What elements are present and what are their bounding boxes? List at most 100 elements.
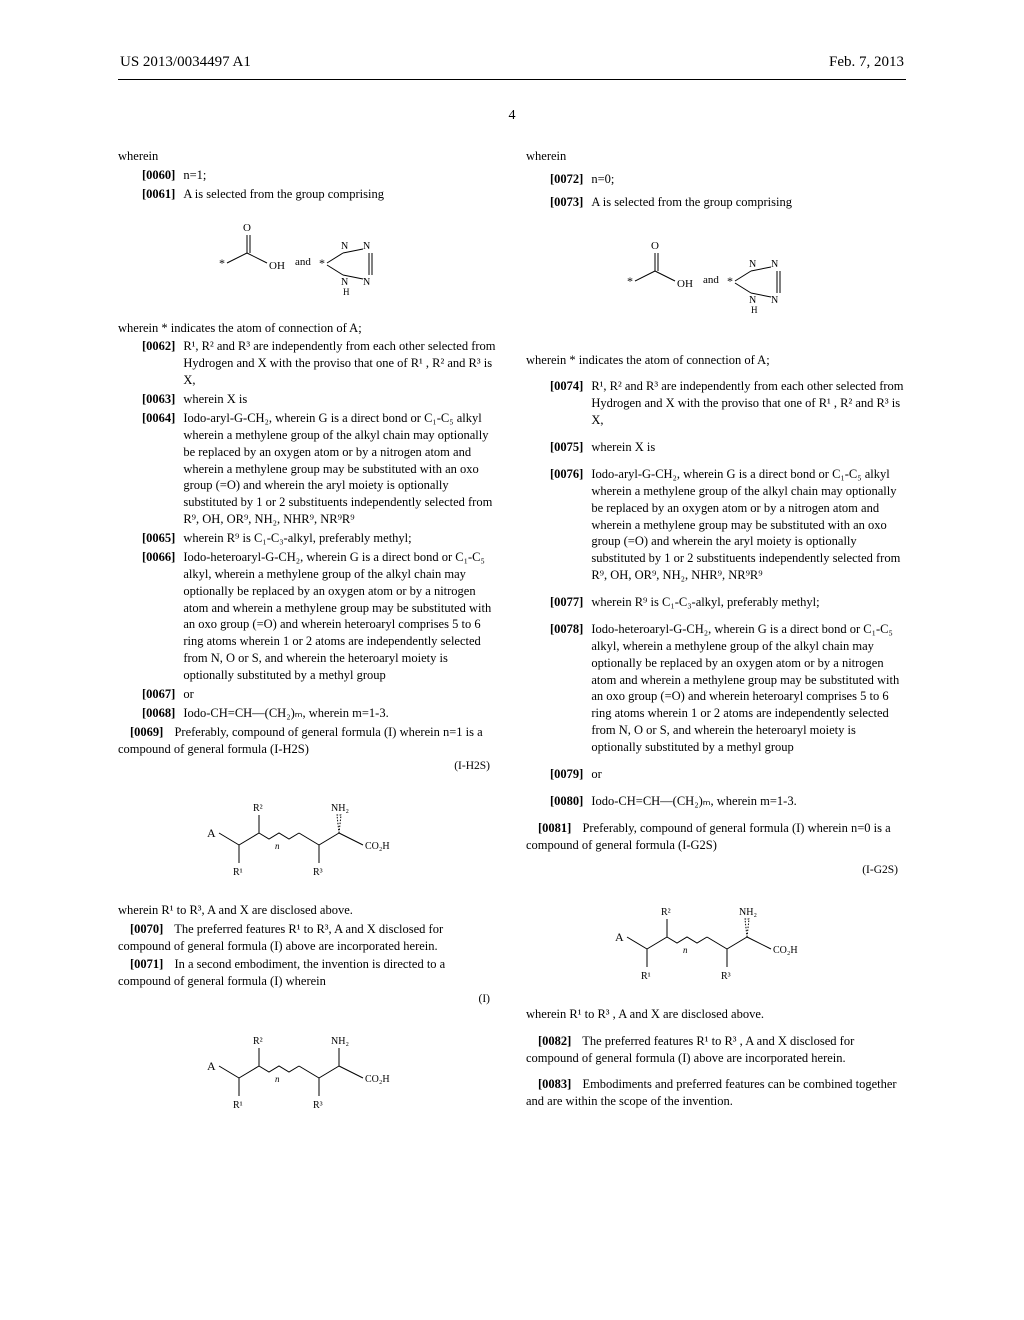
svg-text:R²: R²: [253, 1036, 263, 1047]
para-number: [0066]: [142, 549, 175, 684]
para-0065: [0065] wherein R⁹ is C₁-C₃-alkyl, prefer…: [118, 530, 498, 547]
para-0068: [0068] Iodo-CH=CH—(CH₂)ₘ, wherein m=1-3.: [118, 705, 498, 722]
para-text: R¹, R² and R³ are independently from eac…: [183, 338, 498, 389]
svg-text:n: n: [275, 841, 280, 851]
para-0066: [0066] Iodo-heteroaryl-G-CH₂, wherein G …: [118, 549, 498, 684]
para-0080: [0080] Iodo-CH=CH—(CH₂)ₘ, wherein m=1-3.: [526, 793, 906, 810]
para-text: wherein X is: [183, 391, 498, 408]
para-number: [0072]: [550, 171, 583, 188]
para-number: [0074]: [550, 378, 583, 429]
svg-text:*: *: [627, 274, 633, 288]
para-text: Preferably, compound of general formula …: [526, 821, 891, 852]
svg-text:and: and: [703, 274, 719, 286]
page-header: US 2013/0034497 A1 Feb. 7, 2013: [0, 0, 1024, 79]
para-number: [0062]: [142, 338, 175, 389]
wherein-text: wherein: [526, 148, 906, 165]
para-text: wherein R⁹ is C₁-C₃-alkyl, preferably me…: [183, 530, 498, 547]
svg-text:N: N: [771, 295, 778, 306]
chemical-structure-I: A R² R¹ n R³ NH₂ CO₂H: [118, 1022, 498, 1117]
para-number: [0067]: [142, 686, 175, 703]
para-number: [0070]: [130, 922, 163, 936]
svg-text:A: A: [615, 930, 624, 944]
para-number: [0073]: [550, 194, 583, 211]
svg-text:*: *: [727, 274, 733, 288]
svg-text:*: *: [219, 256, 225, 270]
para-text: Iodo-heteroaryl-G-CH₂, wherein G is a di…: [183, 549, 498, 684]
para-text: or: [183, 686, 498, 703]
svg-text:H: H: [343, 287, 350, 297]
svg-text:N: N: [363, 241, 370, 252]
para-0071: [0071] In a second embodiment, the inven…: [118, 956, 498, 990]
chemical-structure-acid-tetrazole-left: * O OH and * N N N N H: [118, 217, 498, 302]
svg-text:R³: R³: [313, 867, 323, 878]
para-text: or: [591, 766, 906, 783]
para-0073: [0073] A is selected from the group comp…: [526, 194, 906, 211]
para-text: In a second embodiment, the invention is…: [118, 957, 445, 988]
para-number: [0082]: [538, 1034, 571, 1048]
para-number: [0071]: [130, 957, 163, 971]
svg-text:H: H: [751, 305, 758, 315]
formula-label-g2s: (I-G2S): [526, 863, 906, 879]
svg-text:NH₂: NH₂: [739, 907, 757, 918]
para-0061: [0061] A is selected from the group comp…: [118, 186, 498, 203]
wherein-text: wherein: [118, 148, 498, 165]
svg-text:R¹: R¹: [233, 867, 243, 878]
page-number: 4: [0, 80, 1024, 148]
para-0078: [0078] Iodo-heteroaryl-G-CH₂, wherein G …: [526, 621, 906, 756]
para-number: [0076]: [550, 466, 583, 584]
para-0079: [0079] or: [526, 766, 906, 783]
svg-text:R³: R³: [313, 1100, 323, 1111]
para-text: The preferred features R¹ to R³, A and X…: [118, 922, 443, 953]
svg-text:and: and: [295, 256, 311, 268]
para-text: wherein R⁹ is C₁-C₃-alkyl, preferably me…: [591, 594, 906, 611]
para-text: Iodo-CH=CH—(CH₂)ₘ, wherein m=1-3.: [591, 793, 906, 810]
para-number: [0075]: [550, 439, 583, 456]
para-0063: [0063] wherein X is: [118, 391, 498, 408]
svg-text:NH₂: NH₂: [331, 803, 349, 814]
para-text: wherein X is: [591, 439, 906, 456]
chem-svg-backbone-I: A R² R¹ n R³ NH₂ CO₂H: [203, 1022, 413, 1112]
para-0064: [0064] Iodo-aryl-G-CH₂, wherein G is a d…: [118, 410, 498, 528]
formula-label-h2s: (I-H2S): [118, 759, 498, 775]
para-text: R¹, R² and R³ are independently from eac…: [591, 378, 906, 429]
svg-text:O: O: [651, 240, 659, 252]
chem-svg-backbone-g2s: A R² R¹ n R³ NH₂ CO₂H: [611, 893, 821, 983]
svg-text:N: N: [749, 259, 756, 270]
para-0077: [0077] wherein R⁹ is C₁-C₃-alkyl, prefer…: [526, 594, 906, 611]
para-number: [0083]: [538, 1077, 571, 1091]
svg-text:R³: R³: [721, 971, 731, 982]
svg-text:OH: OH: [269, 260, 285, 272]
para-0070: [0070] The preferred features R¹ to R³, …: [118, 921, 498, 955]
para-number: [0078]: [550, 621, 583, 756]
para-number: [0061]: [142, 186, 175, 203]
svg-text:n: n: [683, 945, 688, 955]
para-text: Iodo-heteroaryl-G-CH₂, wherein G is a di…: [591, 621, 906, 756]
publication-date: Feb. 7, 2013: [829, 54, 904, 71]
para-number: [0081]: [538, 821, 571, 835]
chem-svg-acid-tetrazole: * O OH and * N N N N H: [213, 217, 403, 297]
left-column: wherein [0060] n=1; [0061] A is selected…: [118, 148, 498, 1135]
svg-text:N: N: [363, 277, 370, 288]
para-number: [0064]: [142, 410, 175, 528]
para-0072: [0072] n=0;: [526, 171, 906, 188]
svg-text:A: A: [207, 826, 216, 840]
svg-text:OH: OH: [677, 278, 693, 290]
svg-text:R¹: R¹: [233, 1100, 243, 1111]
right-column: wherein [0072] n=0; [0073] A is selected…: [526, 148, 906, 1135]
para-number: [0068]: [142, 705, 175, 722]
para-number: [0060]: [142, 167, 175, 184]
para-text: Iodo-aryl-G-CH₂, wherein G is a direct b…: [183, 410, 498, 528]
chem-svg-backbone-h2s: A R² R¹ n R³ NH₂ CO₂H: [203, 789, 413, 879]
svg-text:N: N: [771, 259, 778, 270]
chemical-structure-acid-tetrazole-right: * O OH and * N N N N H: [526, 235, 906, 320]
para-number: [0079]: [550, 766, 583, 783]
para-0062: [0062] R¹, R² and R³ are independently f…: [118, 338, 498, 389]
para-text: The preferred features R¹ to R³ , A and …: [526, 1034, 854, 1065]
wherein-star-text: wherein * indicates the atom of connecti…: [118, 320, 498, 337]
svg-text:N: N: [341, 241, 348, 252]
wherein-star-text: wherein * indicates the atom of connecti…: [526, 352, 906, 369]
para-text: n=1;: [183, 167, 498, 184]
para-0069: [0069] Preferably, compound of general f…: [118, 724, 498, 758]
para-number: [0063]: [142, 391, 175, 408]
svg-text:R²: R²: [253, 803, 263, 814]
